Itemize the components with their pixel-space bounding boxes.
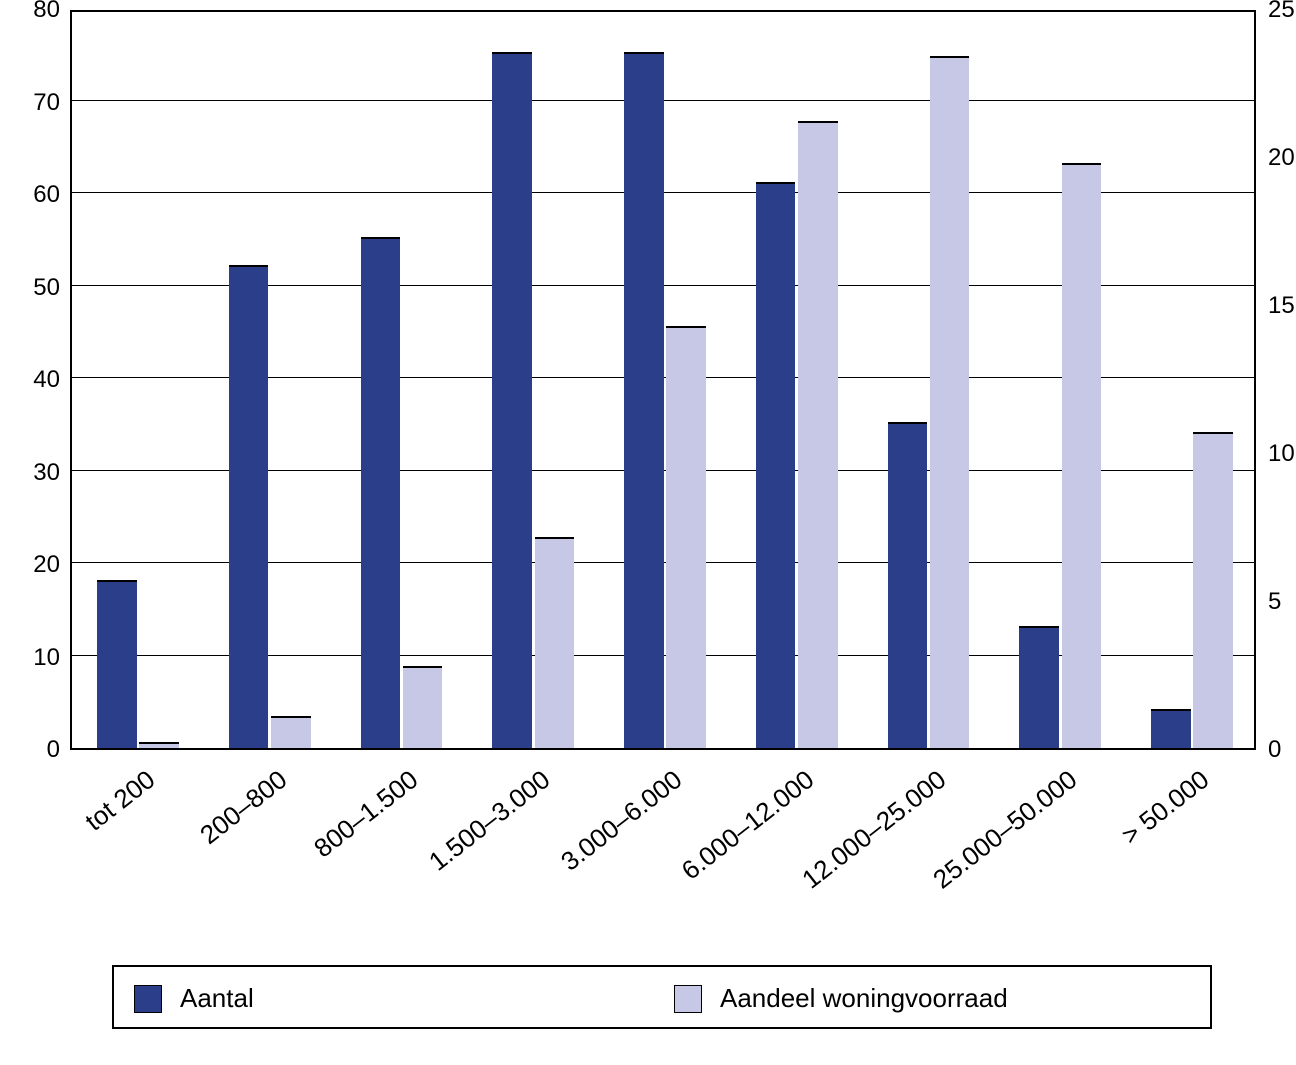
bar-aandeel bbox=[798, 123, 838, 748]
y-tick-right: 5 bbox=[1268, 588, 1281, 616]
bar-cap bbox=[1193, 432, 1233, 434]
y-tick-right: 25 bbox=[1268, 0, 1295, 24]
bar-cap bbox=[798, 121, 838, 123]
bar-cap bbox=[229, 265, 269, 267]
bar-cap bbox=[139, 742, 179, 744]
legend: Aantal Aandeel woningvoorraad bbox=[112, 965, 1212, 1029]
bar-aandeel bbox=[930, 58, 970, 748]
x-tick-label: 200–800 bbox=[194, 764, 293, 851]
y-tick-left: 70 bbox=[0, 89, 60, 117]
y-tick-left: 0 bbox=[0, 736, 60, 764]
bar-cap bbox=[97, 580, 137, 582]
y-tick-left: 30 bbox=[0, 459, 60, 487]
bar-aantal bbox=[492, 54, 532, 748]
y-tick-left: 50 bbox=[0, 274, 60, 302]
bar-cap bbox=[535, 537, 575, 539]
bar-cap bbox=[492, 52, 532, 54]
bar-aandeel bbox=[139, 744, 179, 748]
y-tick-right: 0 bbox=[1268, 736, 1281, 764]
bar-cap bbox=[930, 56, 970, 58]
bar-aandeel bbox=[535, 539, 575, 748]
bar-aandeel bbox=[1193, 434, 1233, 748]
bar-cap bbox=[666, 326, 706, 328]
x-tick-label: 25.000–50.000 bbox=[928, 764, 1084, 895]
bar-aantal bbox=[624, 54, 664, 748]
y-tick-right: 15 bbox=[1268, 292, 1295, 320]
legend-item-aandeel: Aandeel woningvoorraad bbox=[674, 983, 1008, 1014]
bar-aantal bbox=[888, 424, 928, 748]
bar-cap bbox=[888, 422, 928, 424]
bar-cap bbox=[403, 666, 443, 668]
bar-aantal bbox=[97, 582, 137, 749]
plot-area bbox=[70, 10, 1256, 750]
x-tick-label: 1.500–3.000 bbox=[423, 764, 556, 877]
bar-cap bbox=[361, 237, 401, 239]
bar-aantal bbox=[1019, 628, 1059, 748]
x-tick-label: 800–1.500 bbox=[309, 764, 425, 864]
bar-aandeel bbox=[666, 328, 706, 748]
bar-cap bbox=[1019, 626, 1059, 628]
legend-swatch-aantal bbox=[134, 985, 162, 1013]
bar-aantal bbox=[756, 184, 796, 748]
y-tick-left: 40 bbox=[0, 366, 60, 394]
y-tick-right: 20 bbox=[1268, 144, 1295, 172]
bar-aantal bbox=[229, 267, 269, 748]
y-tick-left: 10 bbox=[0, 644, 60, 672]
bar-cap bbox=[1062, 163, 1102, 165]
x-tick-label: > 50.000 bbox=[1116, 764, 1215, 851]
bar-cap bbox=[756, 182, 796, 184]
x-tick-label: 3.000–6.000 bbox=[555, 764, 688, 877]
bar-aantal bbox=[361, 239, 401, 748]
bar-aandeel bbox=[1062, 165, 1102, 748]
chart-container: 0 10 20 30 40 50 60 70 80 0 5 10 15 20 25 tot 200 200–… bbox=[0, 0, 1296, 1065]
bar-cap bbox=[1151, 709, 1191, 711]
x-tick-label: 12.000–25.000 bbox=[796, 764, 952, 895]
legend-item-aantal: Aantal bbox=[134, 983, 254, 1014]
y-tick-left: 20 bbox=[0, 551, 60, 579]
bar-aantal bbox=[1151, 711, 1191, 748]
legend-label-aantal: Aantal bbox=[180, 983, 254, 1014]
bar-cap bbox=[624, 52, 664, 54]
y-tick-left: 80 bbox=[0, 0, 60, 24]
x-tick-label: tot 200 bbox=[79, 764, 161, 837]
y-tick-right: 10 bbox=[1268, 440, 1295, 468]
y-tick-left: 60 bbox=[0, 181, 60, 209]
bar-aandeel bbox=[403, 668, 443, 748]
legend-label-aandeel: Aandeel woningvoorraad bbox=[720, 983, 1008, 1014]
legend-swatch-aandeel bbox=[674, 985, 702, 1013]
bar-aandeel bbox=[271, 718, 311, 748]
bar-cap bbox=[271, 716, 311, 718]
